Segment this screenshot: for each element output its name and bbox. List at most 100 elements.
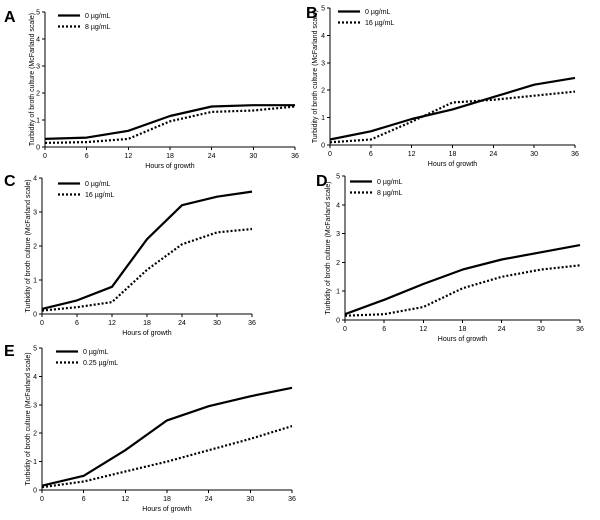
y-tick-label: 4: [33, 176, 37, 183]
y-tick-label: 0: [336, 318, 340, 325]
y-tick-label: 5: [33, 346, 37, 353]
legend-label: 0 µg/mL: [377, 179, 403, 186]
legend-label: 0.25 µg/mL: [83, 360, 118, 367]
y-tick-label: 2: [321, 88, 325, 95]
x-tick-label: 36: [288, 496, 296, 503]
x-tick-label: 36: [291, 153, 299, 160]
legend-label: 0 µg/mL: [365, 9, 391, 16]
y-tick-label: 2: [336, 260, 340, 267]
panel-letter: C: [4, 173, 16, 190]
y-tick-label: 4: [33, 374, 37, 381]
x-tick-label: 18: [163, 496, 171, 503]
x-tick-label: 30: [530, 151, 538, 158]
legend-label: 0 µg/mL: [83, 349, 109, 356]
legend-label: 16 µg/mL: [85, 192, 114, 199]
y-tick-label: 5: [321, 6, 325, 13]
x-tick-label: 6: [75, 320, 79, 327]
y-tick-label: 3: [336, 231, 340, 238]
y-tick-label: 4: [36, 37, 40, 44]
x-tick-label: 0: [328, 151, 332, 158]
x-tick-label: 6: [85, 153, 89, 160]
x-tick-label: 0: [40, 320, 44, 327]
x-tick-label: 30: [246, 496, 254, 503]
y-tick-label: 0: [33, 488, 37, 495]
legend-label: 8 µg/mL: [85, 24, 111, 31]
y-tick-label: 0: [33, 312, 37, 319]
legend-label: 16 µg/mL: [365, 20, 394, 27]
x-tick-label: 12: [124, 153, 132, 160]
y-tick-label: 2: [33, 431, 37, 438]
legend-label: 8 µg/mL: [377, 190, 403, 197]
y-tick-label: 1: [36, 118, 40, 125]
series-line-treated: [41, 227, 253, 312]
x-tick-label: 36: [571, 151, 579, 158]
legend-label: 0 µg/mL: [85, 181, 111, 188]
series-line-control: [344, 244, 581, 316]
panel-letter: A: [4, 9, 16, 26]
x-tick-label: 30: [537, 326, 545, 333]
y-axis-title: Turbidity of broth culture (McFarland sc…: [312, 10, 319, 143]
x-tick-label: 36: [248, 320, 256, 327]
y-axis-title: Turbidity of broth culture (McFarland sc…: [25, 352, 32, 485]
series-line-treated: [44, 105, 296, 144]
legend-label: 0 µg/mL: [85, 13, 111, 20]
x-axis-title: Hours of growth: [122, 330, 172, 337]
x-tick-label: 36: [576, 326, 584, 333]
x-tick-label: 24: [178, 320, 186, 327]
x-tick-label: 30: [213, 320, 221, 327]
x-tick-label: 0: [343, 326, 347, 333]
x-tick-label: 12: [108, 320, 116, 327]
x-tick-label: 18: [166, 153, 174, 160]
panel-letter: B: [306, 5, 318, 22]
y-tick-label: 0: [36, 145, 40, 152]
y-tick-label: 1: [33, 278, 37, 285]
x-tick-label: 0: [43, 153, 47, 160]
series-line-treated: [41, 425, 293, 489]
x-tick-label: 12: [121, 496, 129, 503]
y-tick-label: 1: [33, 459, 37, 466]
y-tick-label: 3: [33, 210, 37, 217]
x-tick-label: 24: [489, 151, 497, 158]
series-line-control: [329, 76, 576, 141]
y-axis-title: Turbidity of broth culture (McFarland sc…: [325, 181, 332, 314]
x-tick-label: 6: [369, 151, 373, 158]
x-axis-title: Hours of growth: [142, 506, 192, 513]
y-tick-label: 3: [33, 402, 37, 409]
y-tick-label: 3: [321, 60, 325, 67]
y-tick-label: 3: [36, 64, 40, 71]
panel-letter: E: [4, 343, 15, 360]
x-tick-label: 30: [249, 153, 257, 160]
y-tick-label: 4: [321, 33, 325, 40]
y-axis-title: Turbidity of broth culture (McFarland sc…: [29, 13, 36, 146]
x-tick-label: 18: [143, 320, 151, 327]
x-axis-title: Hours of growth: [438, 336, 488, 343]
y-tick-label: 4: [336, 202, 340, 209]
y-tick-label: 5: [36, 10, 40, 17]
x-axis-title: Hours of growth: [428, 161, 478, 168]
series-line-treated: [329, 90, 576, 144]
y-axis-title: Turbidity of broth culture (McFarland sc…: [25, 179, 32, 312]
y-tick-label: 5: [336, 174, 340, 181]
series-line-control: [41, 190, 253, 310]
y-tick-label: 2: [36, 91, 40, 98]
x-tick-label: 24: [208, 153, 216, 160]
y-tick-label: 1: [321, 115, 325, 122]
panel-letter: D: [316, 173, 328, 190]
x-tick-label: 12: [419, 326, 427, 333]
x-tick-label: 24: [205, 496, 213, 503]
x-tick-label: 18: [449, 151, 457, 158]
x-tick-label: 0: [40, 496, 44, 503]
series-line-control: [44, 104, 295, 140]
x-tick-label: 24: [498, 326, 506, 333]
x-tick-label: 18: [459, 326, 467, 333]
y-tick-label: 2: [33, 244, 37, 251]
y-tick-label: 0: [321, 143, 325, 150]
x-tick-label: 6: [382, 326, 386, 333]
y-tick-label: 1: [336, 289, 340, 296]
